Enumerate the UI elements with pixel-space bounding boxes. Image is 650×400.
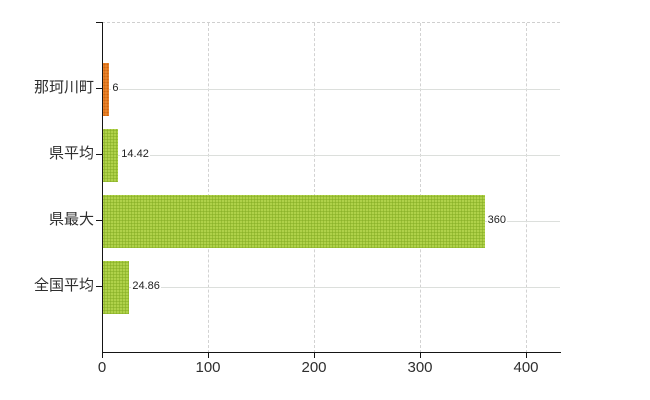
x-tick-label: 400	[513, 359, 539, 376]
x-tick	[526, 352, 527, 358]
x-tick-label: 0	[97, 359, 107, 376]
bar-県平均	[103, 128, 119, 182]
horizontal-gridline	[102, 154, 560, 156]
bar-value-label: 14.42	[120, 147, 150, 162]
bar-那珂川町	[103, 62, 110, 116]
category-label-県最大: 県最大	[48, 211, 94, 228]
bar-value-label: 24.86	[131, 279, 161, 294]
category-label-県平均: 県平均	[48, 145, 94, 162]
horizontal-gridline	[102, 286, 560, 288]
x-tick-label: 300	[407, 359, 433, 376]
x-tick-label: 200	[301, 359, 327, 376]
category-label-全国平均: 全国平均	[33, 277, 94, 294]
bar-value-label: 360	[486, 213, 507, 228]
y-tick	[96, 219, 102, 221]
category-label-那珂川町: 那珂川町	[33, 79, 94, 96]
y-axis-end-tick	[96, 22, 102, 23]
bar-value-label: 6	[111, 81, 120, 96]
horizontal-gridline	[102, 88, 560, 90]
x-tick	[314, 352, 315, 358]
bar-全国平均	[103, 260, 130, 314]
vertical-gridline	[208, 23, 209, 353]
x-axis-line	[102, 352, 561, 353]
plot-area: 6 14.42 360 24.86	[102, 22, 560, 353]
vertical-gridline	[420, 23, 421, 353]
y-tick	[96, 153, 102, 155]
x-tick	[102, 352, 103, 358]
y-tick	[96, 87, 102, 89]
vertical-gridline	[526, 23, 527, 353]
x-tick	[208, 352, 209, 358]
bar-県最大	[103, 194, 485, 248]
y-axis-line	[102, 22, 103, 353]
y-tick	[96, 285, 102, 287]
x-tick-label: 100	[195, 359, 221, 376]
vertical-gridline	[314, 23, 315, 353]
x-tick	[420, 352, 421, 358]
